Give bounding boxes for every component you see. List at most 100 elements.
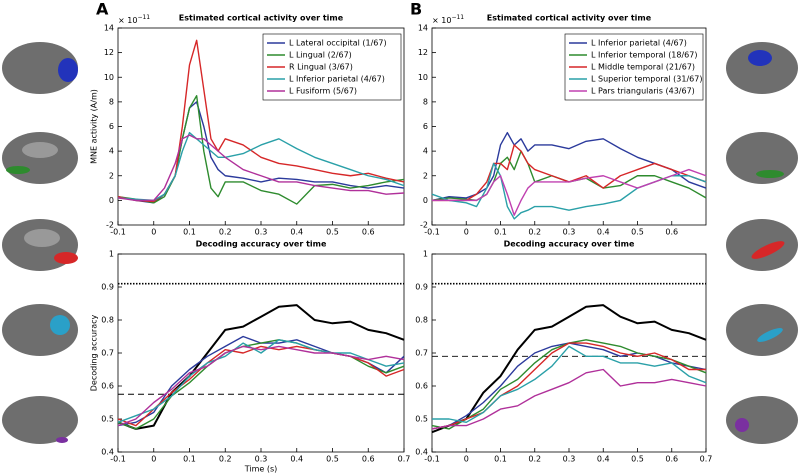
axis-offset-label: × 10−11 [118, 14, 150, 25]
x-tick-label: 0.3 [255, 455, 268, 464]
y-tick-label: 0.5 [415, 415, 428, 424]
y-tick-label: 1 [109, 250, 114, 259]
y-tick-label: 2 [109, 171, 114, 180]
y-tick-label: 14 [104, 24, 114, 33]
x-tick-label: 0.7 [700, 455, 713, 464]
x-tick-label: 0.4 [597, 228, 610, 237]
series-line [431, 131, 707, 202]
brain-right-2 [726, 132, 798, 184]
x-tick-label: 0.3 [563, 228, 576, 237]
brain-right-1 [726, 42, 798, 94]
axis-offset-label: × 10−11 [432, 14, 464, 25]
legend: L Lateral occipital (1/67) L Lingual (2/6… [262, 33, 402, 101]
offset-base: × 10 [118, 16, 137, 25]
series-line [431, 339, 707, 430]
panel-label: B [410, 0, 422, 19]
x-tick-label: 0.6 [665, 228, 678, 237]
y-tick-label: 2 [423, 171, 428, 180]
chart-title: Estimated cortical activity over time [179, 14, 344, 23]
y-tick-label: 10 [104, 73, 114, 82]
x-tick-label: -0.1 [110, 455, 126, 464]
series-line [431, 304, 707, 434]
legend-label: L Inferior temporal (18/67) [591, 51, 697, 60]
x-tick-label: 0.3 [255, 228, 268, 237]
series-line [431, 342, 706, 430]
brain-left-3 [2, 219, 78, 271]
y-tick-label: 14 [418, 24, 428, 33]
panel-label: A [96, 0, 109, 19]
legend-box [564, 33, 704, 101]
legend-label: L Lateral occipital (1/67) [289, 39, 387, 48]
x-tick-label: 0.5 [631, 228, 644, 237]
x-tick-label: 0.5 [631, 455, 644, 464]
x-tick-label: 0.3 [563, 455, 576, 464]
series-line [431, 162, 707, 220]
x-tick-label: -0.1 [424, 228, 440, 237]
y-axis-label: Decoding accuracy [90, 315, 99, 392]
chart-title: Decoding accuracy over time [504, 240, 635, 249]
x-tick-label: 0.1 [494, 228, 507, 237]
y-tick-label: 12 [104, 48, 114, 57]
y-tick-label: 0 [109, 196, 114, 205]
x-tick-label: 0.6 [665, 455, 678, 464]
chart-title: Decoding accuracy over time [196, 240, 327, 249]
x-axis-label: Time (s) [244, 465, 278, 474]
series-line [117, 101, 405, 204]
x-tick-label: 0 [464, 455, 469, 464]
y-tick-label: 0.6 [415, 382, 428, 391]
y-tick-label: 6 [423, 122, 428, 131]
x-tick-label: 0.2 [528, 228, 541, 237]
series-line [431, 150, 707, 202]
brain-right-4 [726, 304, 798, 356]
x-tick-label: 0.1 [183, 455, 196, 464]
y-tick-label: 0.6 [101, 382, 114, 391]
series-line [117, 345, 405, 427]
brain-right-3 [726, 219, 798, 271]
x-tick-label: 0.5 [326, 455, 339, 464]
brain-right-5 [726, 396, 798, 444]
y-tick-label: 1 [423, 250, 428, 259]
series-line [117, 131, 405, 202]
y-tick-label: 0.4 [415, 448, 428, 457]
offset-base: × 10 [432, 16, 451, 25]
x-tick-label: 0.2 [219, 455, 232, 464]
legend-label: L Inferior parietal (4/67) [289, 75, 385, 84]
legend-label: L Inferior parietal (4/67) [591, 39, 687, 48]
legend-box [262, 33, 402, 101]
x-tick-label: 0.7 [398, 455, 411, 464]
series-line [117, 339, 405, 423]
offset-exponent: −11 [137, 14, 150, 21]
y-tick-label: 4 [109, 147, 114, 156]
chart: Decoding accuracy over time Decoding accu… [90, 240, 411, 474]
series-line [117, 134, 405, 202]
y-tick-label: -2 [420, 221, 428, 230]
series-line [117, 95, 405, 205]
legend-label: L Lingual (2/67) [289, 51, 352, 60]
x-tick-label: 0.4 [290, 228, 303, 237]
brain-left-1 [2, 42, 78, 94]
x-tick-label: 0 [151, 228, 156, 237]
x-tick-label: 0.6 [362, 455, 375, 464]
x-tick-label: 0.2 [528, 455, 541, 464]
x-tick-label: 0.4 [597, 455, 610, 464]
brain-left-2 [2, 132, 78, 184]
chart: Estimated cortical activity over time A × … [90, 0, 405, 237]
series-line [117, 345, 405, 427]
legend: L Inferior parietal (4/67) L Inferior tem… [564, 33, 704, 101]
x-tick-label: -0.1 [110, 228, 126, 237]
y-tick-label: 0.4 [101, 448, 114, 457]
y-tick-label: -2 [106, 221, 114, 230]
y-tick-label: 10 [418, 73, 428, 82]
brain-images [2, 42, 798, 444]
legend-label: L Fusiform (5/67) [289, 87, 357, 96]
legend-label: L Middle temporal (21/67) [591, 63, 695, 72]
legend-label: L Superior temporal (31/67) [591, 75, 702, 84]
x-tick-label: 0 [464, 228, 469, 237]
legend-label: R Lingual (3/67) [289, 63, 353, 72]
y-tick-label: 0.9 [415, 283, 428, 292]
y-tick-label: 12 [418, 48, 428, 57]
y-axis-label: MNE activity (A/m) [90, 89, 99, 164]
y-tick-label: 0.8 [415, 316, 428, 325]
y-tick-label: 6 [109, 122, 114, 131]
